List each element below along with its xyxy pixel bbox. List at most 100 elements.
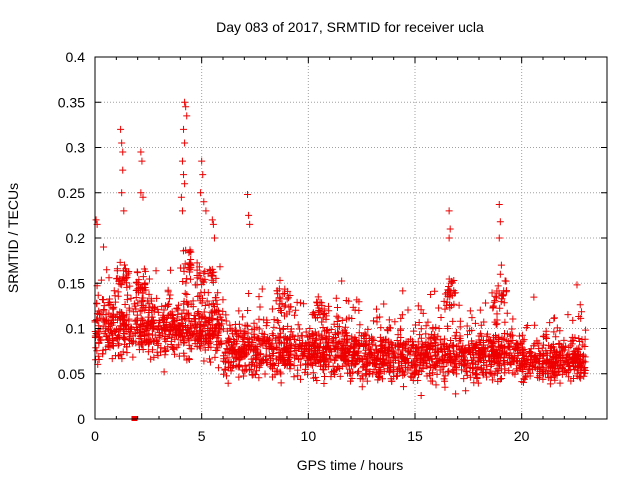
data-point (355, 298, 363, 306)
data-point (213, 346, 221, 354)
data-point (496, 344, 504, 352)
data-point (118, 276, 126, 284)
data-point (570, 362, 578, 370)
data-point (462, 387, 470, 395)
data-point (192, 315, 200, 323)
data-point (193, 259, 201, 267)
data-point (92, 216, 100, 224)
data-point (575, 362, 583, 370)
data-point (324, 338, 332, 346)
data-point (286, 344, 294, 352)
data-point (327, 346, 335, 354)
data-point (581, 363, 589, 371)
data-point (275, 285, 283, 293)
data-point (395, 343, 403, 351)
data-point (126, 336, 134, 344)
data-point (460, 375, 468, 383)
data-point (492, 331, 500, 339)
data-point (373, 356, 381, 364)
data-point (125, 317, 133, 325)
data-point (152, 267, 160, 275)
data-point (185, 337, 193, 345)
data-point (452, 328, 460, 336)
data-point (173, 304, 181, 312)
y-tick-label: 0.35 (58, 94, 85, 110)
data-point (477, 330, 485, 338)
data-point (117, 309, 125, 317)
data-point (304, 361, 312, 369)
data-point (280, 344, 288, 352)
data-point (363, 365, 371, 373)
data-point (222, 339, 230, 347)
data-point (164, 302, 172, 310)
x-axis-label: GPS time / hours (297, 457, 404, 473)
data-point (496, 270, 504, 278)
data-point (440, 345, 448, 353)
data-point (376, 313, 384, 321)
data-point (189, 330, 197, 338)
y-tick-label: 0.15 (58, 275, 85, 291)
x-tick-label: 10 (301, 428, 317, 444)
data-point (399, 346, 407, 354)
data-point (113, 334, 121, 342)
data-point (222, 317, 230, 325)
data-point (171, 325, 179, 333)
data-point (577, 368, 585, 376)
data-point (414, 302, 422, 310)
data-point (209, 220, 217, 228)
data-point (344, 358, 352, 366)
data-point (240, 372, 248, 380)
data-point (567, 342, 575, 350)
data-point (377, 324, 385, 332)
data-point (390, 348, 398, 356)
data-point (196, 335, 204, 343)
data-point (485, 368, 493, 376)
data-point (440, 362, 448, 370)
data-point (113, 265, 121, 273)
data-point (97, 276, 105, 284)
data-point (191, 336, 199, 344)
data-point (455, 301, 463, 309)
data-point (200, 308, 208, 316)
data-point (399, 287, 407, 295)
data-point (427, 335, 435, 343)
data-point (458, 366, 466, 374)
data-point (558, 345, 566, 353)
data-point (496, 218, 504, 226)
data-point (115, 340, 123, 348)
data-point (198, 280, 206, 288)
x-tick-label: 20 (514, 428, 530, 444)
data-point (113, 310, 121, 318)
data-point (255, 315, 263, 323)
data-point (466, 345, 474, 353)
data-point (510, 346, 518, 354)
grid (95, 57, 607, 419)
data-point (92, 329, 100, 337)
data-point (286, 291, 294, 299)
data-point (503, 337, 511, 345)
data-point (199, 171, 207, 179)
data-point (196, 269, 204, 277)
data-point (213, 334, 221, 342)
data-point (144, 348, 152, 356)
data-point (398, 351, 406, 359)
data-point (244, 334, 252, 342)
data-point (309, 309, 317, 317)
data-point (474, 363, 482, 371)
data-point (375, 363, 383, 371)
data-point (165, 331, 173, 339)
data-point (503, 309, 511, 317)
data-point (332, 366, 340, 374)
data-point (206, 355, 214, 363)
data-point (401, 370, 409, 378)
data-point (531, 321, 539, 329)
data-point (277, 339, 285, 347)
data-point (445, 283, 453, 290)
data-point (326, 345, 334, 353)
data-point (95, 307, 103, 315)
data-point (148, 313, 156, 321)
data-point (200, 341, 208, 349)
data-point (416, 331, 424, 339)
data-point (417, 351, 425, 359)
data-point (92, 356, 100, 364)
